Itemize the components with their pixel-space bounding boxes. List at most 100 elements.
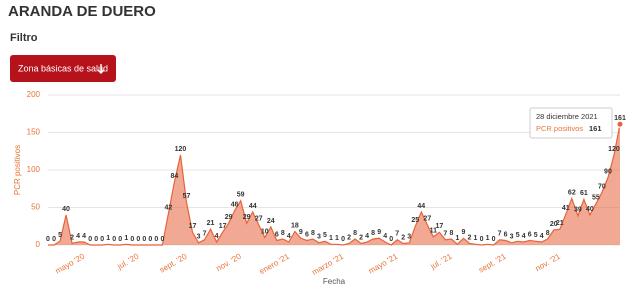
value-label: 0 <box>148 236 152 243</box>
value-label: 4 <box>82 233 86 240</box>
value-label: 0 <box>136 236 140 243</box>
button-bg[interactable] <box>10 55 116 82</box>
value-label: 120 <box>608 146 620 153</box>
value-label: 1 <box>106 235 110 242</box>
value-label: 7 <box>395 231 399 238</box>
value-label: 7 <box>203 231 207 238</box>
value-label: 17 <box>219 223 227 230</box>
value-label: 4 <box>522 233 526 240</box>
y-tick-label: 200 <box>27 90 41 99</box>
value-label: 0 <box>112 236 116 243</box>
value-label: 29 <box>243 214 251 221</box>
value-label: 4 <box>287 233 291 240</box>
filter-button[interactable]: Zona básicas de salud <box>10 55 116 82</box>
value-label: 40 <box>586 206 594 213</box>
value-label: 9 <box>377 229 381 236</box>
value-label: 8 <box>353 230 357 237</box>
value-label: 5 <box>58 232 62 239</box>
highlight-point <box>616 120 624 128</box>
value-label: 2 <box>468 234 472 241</box>
value-label: 20 <box>550 221 558 228</box>
value-label: 40 <box>62 206 70 213</box>
value-label: 1 <box>329 235 333 242</box>
value-label: 44 <box>417 203 425 210</box>
value-label: 1 <box>335 235 339 242</box>
tooltip-value: 161 <box>589 124 602 133</box>
value-label: 7 <box>498 231 502 238</box>
value-label: 0 <box>389 236 393 243</box>
value-label: 0 <box>88 236 92 243</box>
value-label: 8 <box>281 230 285 237</box>
value-label: 29 <box>225 214 233 221</box>
value-label: 161 <box>614 115 626 122</box>
value-label: 2 <box>70 234 74 241</box>
value-label: 1 <box>474 235 478 242</box>
x-tick-label: sept. '20 <box>158 251 189 274</box>
value-label: 11 <box>430 228 438 235</box>
value-label: 4 <box>215 233 219 240</box>
y-tick-label: 100 <box>27 165 41 174</box>
value-label: 62 <box>568 189 576 196</box>
value-label: 4 <box>540 233 544 240</box>
y-tick-label: 0 <box>36 240 41 249</box>
value-label: 0 <box>480 236 484 243</box>
value-label: 27 <box>423 216 431 223</box>
value-label: 25 <box>411 217 419 224</box>
value-label: 0 <box>341 236 345 243</box>
x-tick-label: mayo '20 <box>54 251 87 275</box>
value-label: 7 <box>443 231 447 238</box>
value-label: 2 <box>359 234 363 241</box>
x-tick-label: jul. '21 <box>428 251 454 271</box>
button-text[interactable]: Zona básicas de salud <box>18 63 108 73</box>
value-label: 3 <box>407 234 411 241</box>
y-tick-label: 150 <box>27 128 41 137</box>
value-label: 2 <box>401 234 405 241</box>
value-label: 6 <box>275 231 279 238</box>
value-label: 0 <box>154 236 158 243</box>
value-label: 0 <box>46 236 50 243</box>
value-label: 17 <box>435 223 443 230</box>
value-label: 8 <box>311 230 315 237</box>
value-label: 8 <box>546 230 550 237</box>
value-label: 4 <box>76 233 80 240</box>
value-label: 8 <box>371 230 375 237</box>
value-label: 27 <box>255 216 263 223</box>
value-label: 10 <box>261 228 269 235</box>
value-label: 44 <box>249 203 257 210</box>
value-label: 84 <box>171 173 179 180</box>
y-tick-label: 50 <box>31 203 40 212</box>
value-label: 21 <box>207 220 215 227</box>
value-label: 55 <box>592 195 600 202</box>
value-label: 3 <box>317 234 321 241</box>
value-label: 42 <box>165 204 173 211</box>
page-title: ARANDA DE DUERO <box>8 3 156 20</box>
value-label: 1 <box>124 235 128 242</box>
value-label: 3 <box>197 234 201 241</box>
value-label: 3 <box>510 234 514 241</box>
value-label: 0 <box>94 236 98 243</box>
arrow-icon[interactable] <box>97 64 105 74</box>
value-label: 0 <box>130 236 134 243</box>
x-tick-label: enero '21 <box>258 251 292 276</box>
value-label: 0 <box>142 236 146 243</box>
value-label: 6 <box>305 231 309 238</box>
value-label: 6 <box>528 231 532 238</box>
x-tick-label: nov. '20 <box>215 251 244 273</box>
value-label: 17 <box>189 223 197 230</box>
line <box>48 124 621 246</box>
x-axis-label: Fecha <box>323 277 346 286</box>
value-label: 2 <box>347 234 351 241</box>
tooltip-box <box>529 107 613 139</box>
tooltip-date: 28 diciembre 2021 <box>536 112 598 121</box>
y-axis-label: PCR positivos <box>13 145 22 195</box>
value-label: 0 <box>492 236 496 243</box>
x-tick-label: nov. '21 <box>534 251 563 273</box>
value-label: 5 <box>516 232 520 239</box>
value-label: 61 <box>580 190 588 197</box>
value-label: 9 <box>461 229 465 236</box>
value-label: 120 <box>175 146 187 153</box>
filter-label: Filtro <box>10 32 38 44</box>
value-label: 1 <box>486 235 490 242</box>
